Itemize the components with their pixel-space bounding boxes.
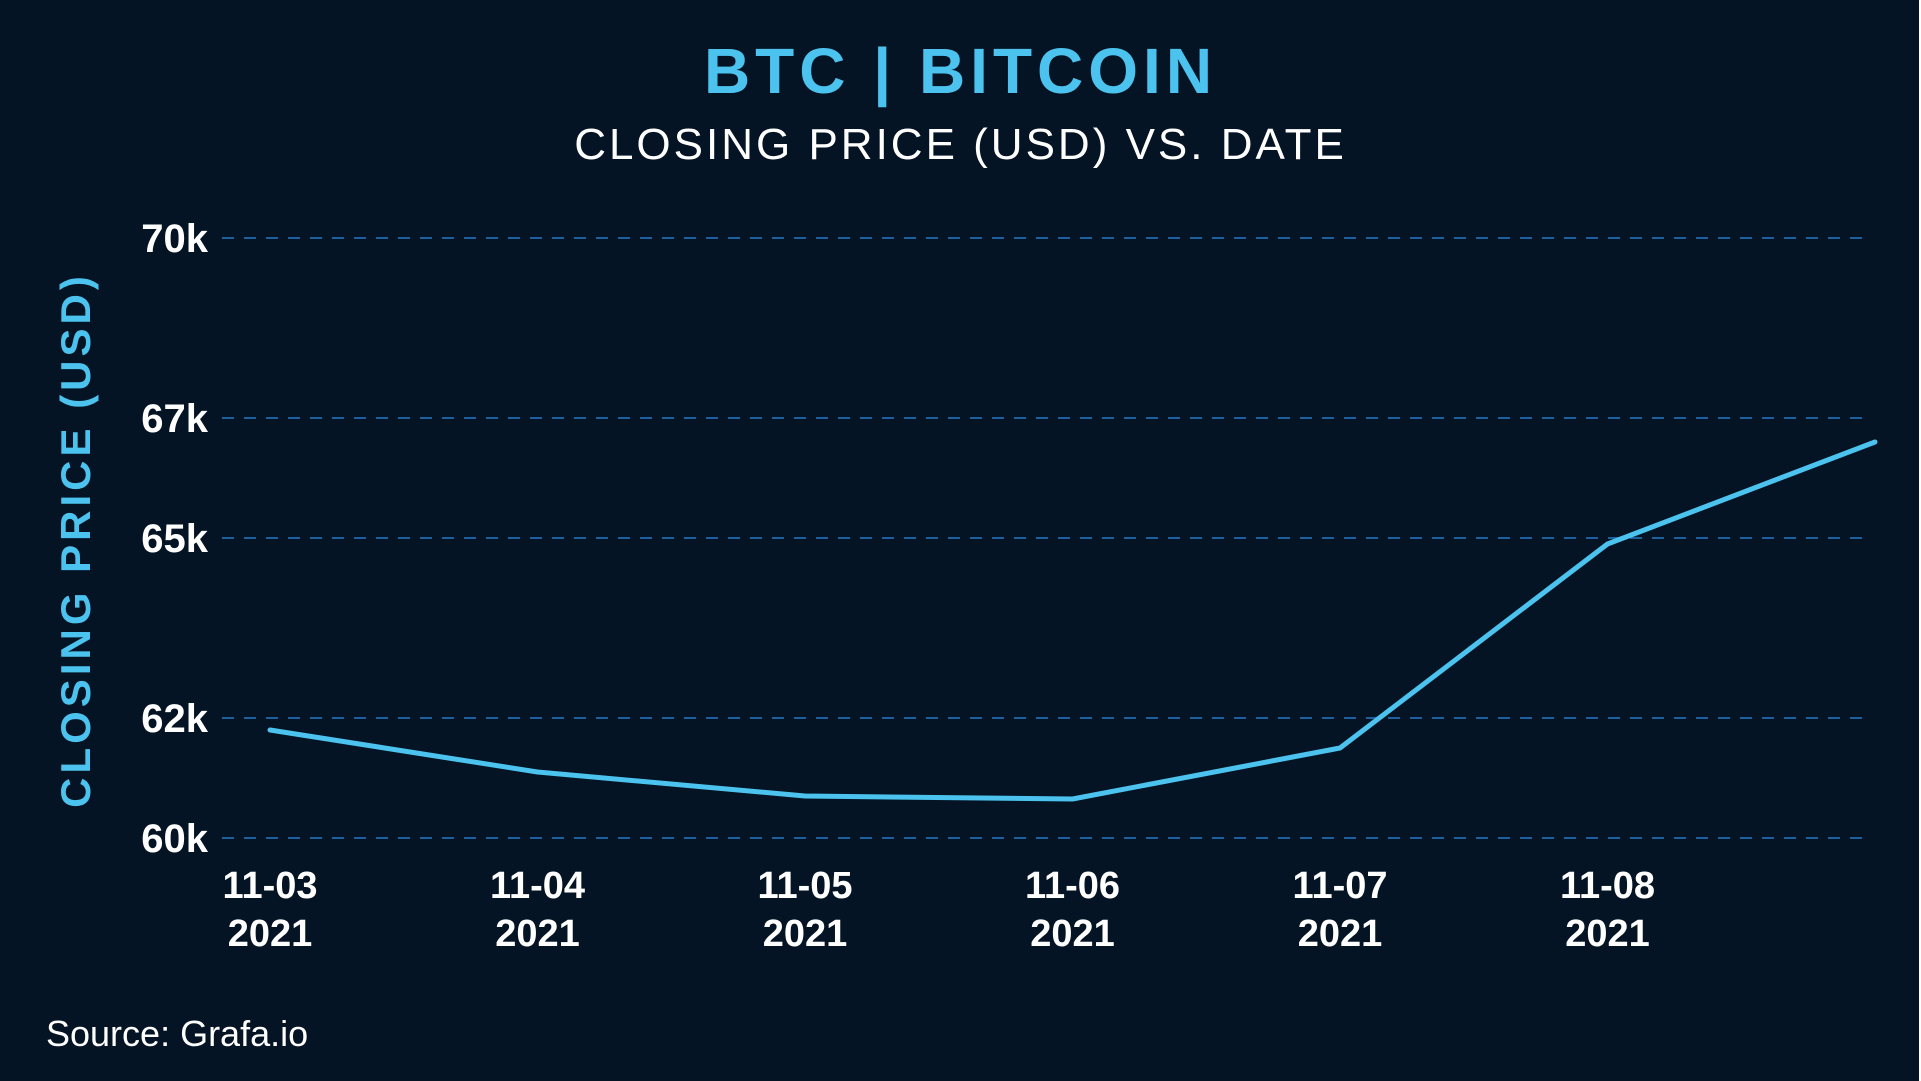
x-tick-label-year: 2021 bbox=[228, 913, 313, 955]
chart-title: BTC | BITCOIN bbox=[703, 35, 1218, 107]
x-axis-ticks: 11-03202111-04202111-05202111-06202111-0… bbox=[222, 865, 1655, 955]
x-tick: 11-06 2021 bbox=[1025, 865, 1120, 955]
y-tick-label: 67k bbox=[141, 397, 208, 441]
x-tick: 11-04 2021 bbox=[490, 865, 585, 955]
x-tick: 11-03 2021 bbox=[222, 865, 317, 955]
y-tick-label: 60k bbox=[141, 817, 208, 861]
x-tick-label-date: 11-08 bbox=[1560, 865, 1655, 907]
gridlines bbox=[222, 237, 1865, 839]
x-tick-label-date: 11-05 bbox=[757, 865, 852, 907]
y-axis-ticks: 60k 62k 65k 67k 70k bbox=[141, 217, 208, 861]
x-tick-label-year: 2021 bbox=[1030, 913, 1115, 955]
y-tick-label: 62k bbox=[141, 697, 208, 741]
y-tick-label: 70k bbox=[141, 217, 208, 261]
x-tick-label-date: 11-03 bbox=[222, 865, 317, 907]
x-tick-label-year: 2021 bbox=[763, 913, 848, 955]
x-tick-label-date: 11-06 bbox=[1025, 865, 1120, 907]
y-tick-label: 65k bbox=[141, 517, 208, 561]
series-layer bbox=[267, 439, 1878, 802]
x-tick-label-year: 2021 bbox=[495, 913, 580, 955]
x-tick: 11-08 2021 bbox=[1560, 865, 1655, 955]
series-line bbox=[267, 439, 1878, 802]
x-tick-label-year: 2021 bbox=[1565, 913, 1650, 955]
source-note: Source: Grafa.io bbox=[46, 1013, 309, 1054]
x-tick-label-year: 2021 bbox=[1298, 913, 1383, 955]
x-tick: 11-07 2021 bbox=[1292, 865, 1387, 955]
chart-subtitle: CLOSING PRICE (USD) VS. DATE bbox=[574, 120, 1347, 169]
x-tick-label-date: 11-07 bbox=[1292, 865, 1387, 907]
x-tick: 11-05 2021 bbox=[757, 865, 852, 955]
x-tick-label-date: 11-04 bbox=[490, 865, 585, 907]
y-axis-label: CLOSING PRICE (USD) bbox=[52, 272, 99, 808]
